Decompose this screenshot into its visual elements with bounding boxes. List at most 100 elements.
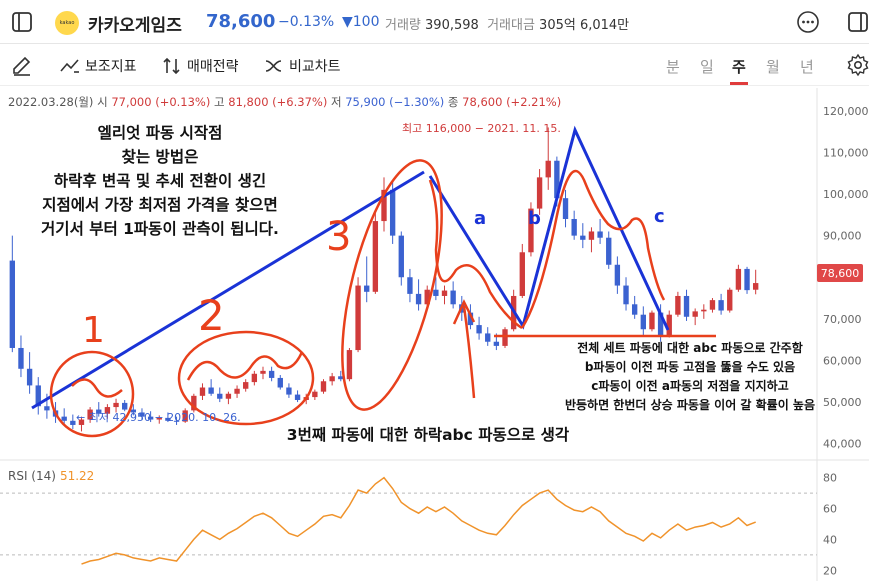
sidebar-toggle-icon[interactable] [10, 10, 34, 34]
active-period-underline [730, 82, 748, 85]
volume-info: 거래량 390,598 거래대금 305억 6,014만 [385, 14, 629, 33]
change-percent: −0.13% [278, 14, 335, 30]
candle-body [234, 388, 240, 394]
open-value: 77,000 (+0.13%) [111, 95, 211, 109]
compare-button[interactable]: 비교차트 [264, 56, 341, 76]
candle-body [260, 370, 266, 374]
candle-body [631, 304, 638, 315]
candle-body [26, 368, 33, 386]
panel-toggle-icon[interactable] [846, 10, 869, 34]
candle-body [113, 402, 119, 408]
candle-body [433, 289, 439, 296]
candle-body [683, 295, 690, 317]
candle-body [398, 235, 404, 278]
candle-body [156, 417, 162, 420]
candle-body [554, 160, 560, 199]
period-week[interactable]: 주 [732, 58, 746, 76]
rsi-legend: RSI (14) 51.22 [8, 469, 94, 483]
period-month[interactable]: 월 [766, 58, 780, 76]
candle-body [407, 277, 413, 294]
candle-body [441, 290, 448, 296]
compare-icon [265, 60, 282, 72]
stock-name[interactable]: 카카오게임즈 [88, 16, 182, 36]
candle-body [718, 300, 724, 311]
candle-body [735, 268, 742, 290]
candle-body [251, 373, 258, 383]
set-line-2: b파동이 이전 파동 고점을 뚫을 수도 있음 [585, 359, 795, 374]
candle-body [320, 381, 327, 392]
candle-body [208, 387, 214, 394]
candle-body [752, 283, 759, 290]
candle-body [35, 385, 41, 407]
candle-body [372, 221, 379, 292]
abc-arrow-shaft [462, 305, 476, 399]
abc-arrow-head [452, 299, 476, 325]
candle-body [701, 309, 707, 312]
y-tick-label: 120,000 [823, 105, 869, 118]
candle-body [580, 235, 586, 240]
candle-body [217, 393, 223, 399]
wave-bc-curve [520, 169, 666, 329]
elliott-line-2: 찾는 방법은 [122, 147, 199, 166]
candle-body [61, 416, 67, 421]
candle-body [147, 416, 154, 420]
candle-body [165, 417, 171, 421]
wave-c-label: c [654, 206, 665, 227]
rsi-label: RSI (14) [8, 469, 56, 483]
settings-gear-icon[interactable] [846, 53, 869, 77]
low-value: 75,900 (−1.30%) [345, 95, 445, 109]
rsi-axis: 20 40 60 80 [0, 472, 837, 577]
price-tag-box [817, 264, 863, 282]
candle-body [286, 387, 292, 395]
wave-3-label: 3 [326, 214, 351, 260]
current-price: 78,600 [206, 11, 276, 32]
period-day[interactable]: 일 [700, 58, 714, 76]
elliott-note: 엘리엇 파동 시작점 찾는 방법은 하락후 변곡 및 추세 전환이 생긴 지점에… [41, 123, 279, 238]
candle-body [623, 285, 629, 305]
candle-body [744, 268, 750, 291]
candle-body [389, 189, 396, 236]
more-options-icon[interactable] [796, 10, 820, 34]
close-value: 78,600 (+2.21%) [462, 95, 562, 109]
candle-body [329, 376, 335, 382]
compare-label: 비교차트 [289, 59, 341, 75]
info-date: 2022.03.28(월) [8, 95, 94, 109]
candle-body [182, 410, 188, 422]
candle-body [493, 341, 500, 346]
change-absolute: ▼100 [342, 14, 380, 30]
y-tick-label: 50,000 [823, 396, 862, 409]
y-tick-label: 40,000 [823, 438, 862, 451]
candle-body [96, 409, 102, 414]
candle-body [381, 189, 387, 222]
wave-2-label: 2 [198, 291, 225, 340]
candle-body [485, 333, 491, 342]
wave-a-curve [428, 179, 523, 330]
candle-body [9, 260, 16, 348]
wave1-circle [49, 350, 135, 438]
period-year[interactable]: 년 [800, 58, 814, 76]
candle-body [225, 393, 232, 399]
high-label: 고 [214, 95, 225, 109]
candle-body [467, 312, 474, 326]
candle-body [727, 289, 733, 311]
y-tick-label: 60,000 [823, 354, 862, 367]
period-minute[interactable]: 분 [666, 58, 680, 76]
candle-body [562, 198, 569, 219]
candle-body [338, 376, 344, 380]
candle-body [536, 177, 543, 209]
set-line-4: 반등하면 한번더 상승 파동을 이어 갈 확률이 높음 [565, 397, 815, 412]
candle-body [571, 218, 577, 236]
close-label: 종 [447, 95, 459, 109]
strategy-button[interactable]: 매매전략 [162, 56, 239, 76]
logo-text: kakao games [59, 20, 75, 26]
strategy-label: 매매전략 [187, 59, 239, 75]
elliott-line-5: 거기서 부터 1파동이 관측이 됩니다. [41, 220, 279, 238]
draw-pen-icon[interactable] [10, 53, 34, 77]
rsi-line [81, 476, 756, 565]
elliott-line-3: 하락후 변곡 및 추세 전환이 생긴 [54, 171, 266, 190]
indicators-button[interactable]: 보조지표 [60, 56, 137, 76]
candle-body [104, 407, 111, 414]
wave-b-label: b [528, 208, 541, 229]
strategy-icon [163, 57, 180, 75]
